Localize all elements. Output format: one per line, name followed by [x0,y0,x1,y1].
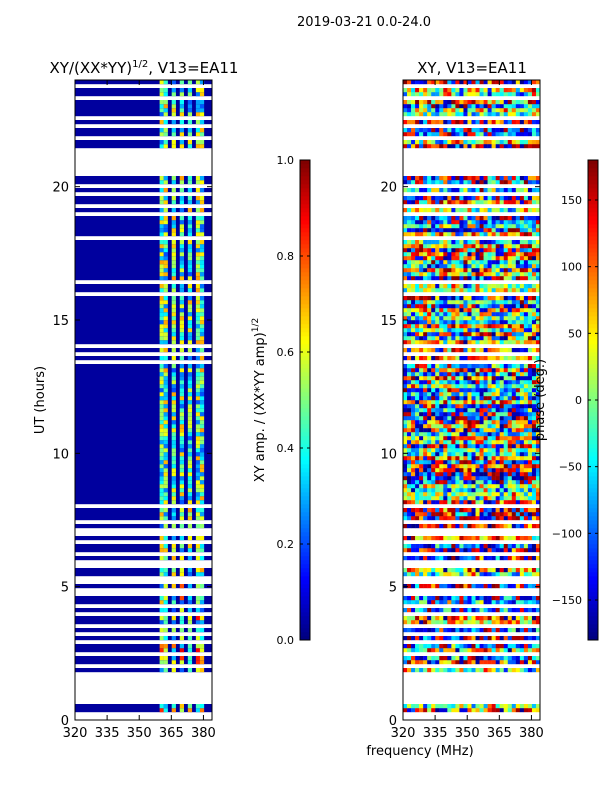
phase-colorbar-tick-label: 100 [561,261,582,274]
phase-colorbar-tick-label: −50 [559,461,582,474]
amp-x-tick-label: 335 [95,726,120,741]
amp-y-tick-label: 0 [61,714,69,729]
amp-panel-frame [74,79,213,721]
amp-colorbar-frame [299,159,311,641]
amp-panel: XY/(XX*YY)1/2, V13=EA11 320 335 350 365 380 … [33,59,238,741]
amp-panel-title: XY/(XX*YY)1/2, V13=EA11 [50,59,239,77]
phase-colorbar-tick-label: 50 [568,327,582,340]
amp-y-tick-label: 15 [52,314,69,329]
amp-heatmap [75,80,212,713]
amp-colorbar-gradient [300,160,310,641]
phase-x-tick-label: 350 [455,726,480,741]
phase-colorbar-tick-label: 0 [575,394,582,407]
figure-suptitle: 2019-03-21 0.0-24.0 [297,15,431,30]
amp-y-tick-label: 20 [52,181,69,196]
phase-panel: XY, V13=EA11 320 335 350 365 380 0 5 10 15 20 ph… [380,59,548,741]
amp-y-axis-label: UT (hours) [33,366,48,434]
phase-colorbar-label: phase (deg.) [533,359,548,441]
phase-x-axis: 320 335 350 365 380 [391,80,544,741]
phase-colorbar-tick-label: −100 [552,527,582,540]
amp-y-axis: 0 5 10 15 20 [52,181,212,729]
amp-y-tick-label: 10 [52,447,69,462]
amp-colorbar-tick-label: 0.6 [277,346,295,359]
amp-x-tick-label: 380 [191,726,216,741]
amp-x-axis: 320 335 350 365 380 [63,80,216,741]
amp-colorbar-ticks: 0.0 0.2 0.4 0.6 0.8 1.0 [277,154,310,647]
shared-x-axis-label: frequency (MHz) [366,744,473,759]
amp-colorbar-tick-label: 0.8 [277,250,295,263]
phase-colorbar: −150 −100 −50 0 50 100 150 [552,159,599,641]
amp-colorbar-tick-label: 1.0 [277,154,295,167]
phase-x-tick-label: 320 [391,726,416,741]
phase-colorbar-gradient [588,160,598,641]
phase-colorbar-tick-label: −150 [552,594,582,607]
phase-panel-title: XY, V13=EA11 [417,59,527,77]
phase-heatmap [403,80,541,713]
amp-colorbar: 0.0 0.2 0.4 0.6 0.8 1.0 XY amp. / (XX*YY amp)… [251,154,311,647]
phase-x-tick-label: 365 [487,726,512,741]
amp-colorbar-tick-label: 0.0 [277,634,295,647]
amp-colorbar-label: XY amp. / (XX*YY amp)1/2 [251,318,268,482]
phase-colorbar-tick-label: 150 [561,194,582,207]
phase-x-tick-label: 380 [519,726,544,741]
amp-x-tick-label: 365 [159,726,184,741]
phase-x-tick-label: 335 [423,726,448,741]
phase-y-tick-label: 5 [389,581,397,596]
amp-x-tick-label: 350 [127,726,152,741]
amp-colorbar-tick-label: 0.2 [277,538,295,551]
phase-y-tick-label: 20 [380,181,397,196]
amp-colorbar-tick-label: 0.4 [277,442,295,455]
amp-x-tick-label: 320 [63,726,88,741]
amp-y-tick-label: 5 [61,581,69,596]
phase-y-tick-label: 0 [389,714,397,729]
phase-y-tick-label: 15 [380,314,397,329]
phase-panel-frame [402,79,541,721]
phase-colorbar-ticks: −150 −100 −50 0 50 100 150 [552,194,598,607]
phase-y-axis: 0 5 10 15 20 [380,181,540,729]
phase-y-tick-label: 10 [380,447,397,462]
